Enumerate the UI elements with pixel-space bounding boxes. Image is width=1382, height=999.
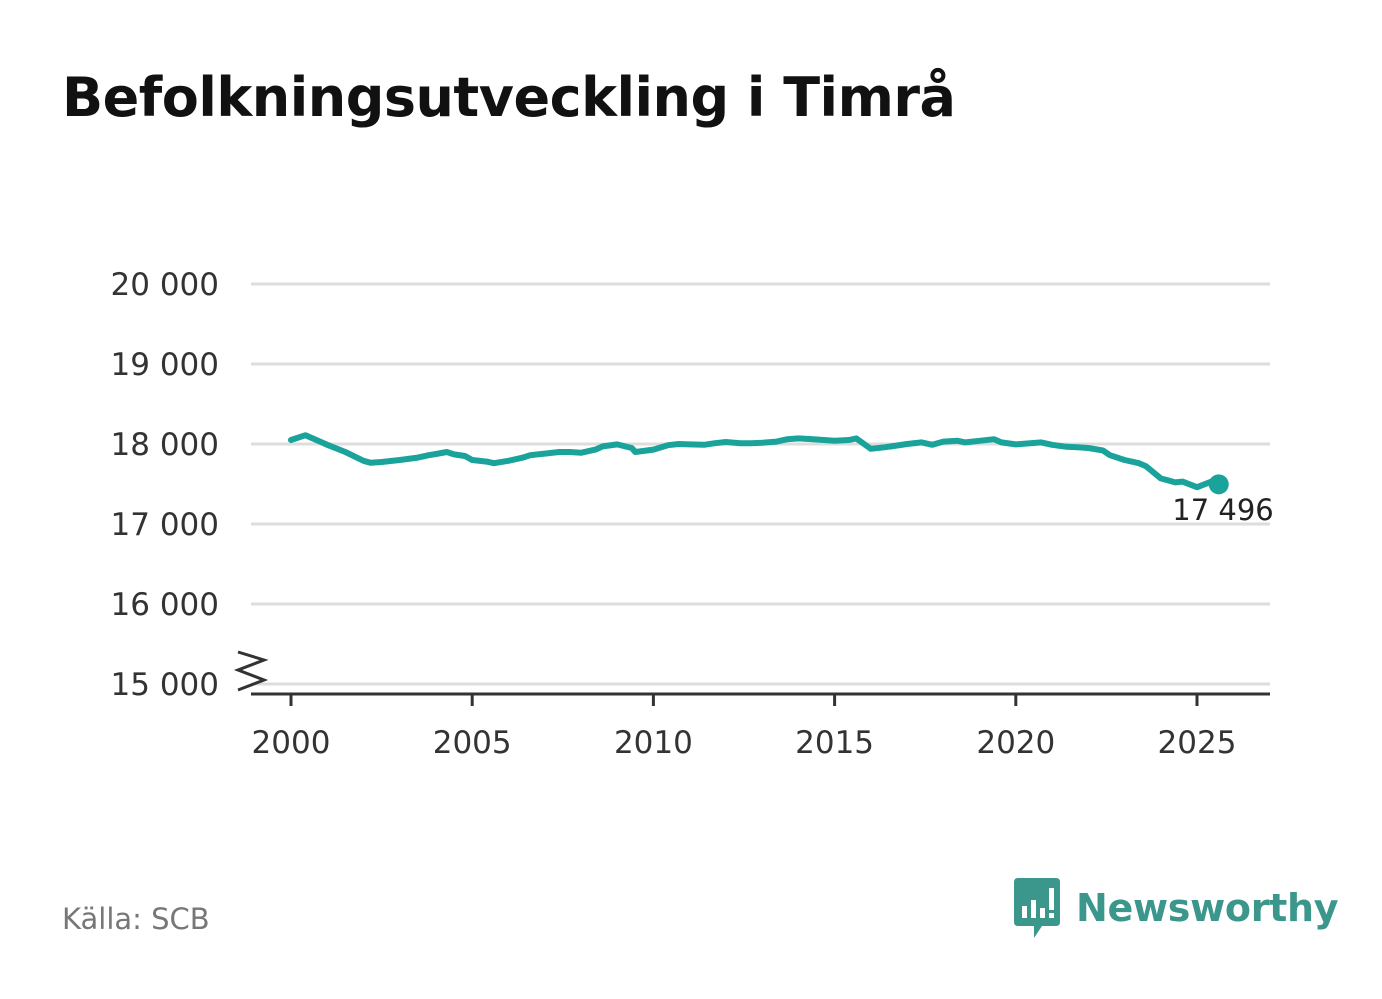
x-tick-label: 2010 bbox=[614, 725, 693, 761]
brand-name: Newsworthy bbox=[1076, 886, 1339, 930]
y-tick-label: 20 000 bbox=[111, 267, 219, 303]
source-note: Källa: SCB bbox=[62, 902, 210, 936]
y-tick-label: 16 000 bbox=[111, 587, 219, 623]
series-line bbox=[288, 432, 1222, 491]
x-tick-label: 2015 bbox=[795, 725, 874, 761]
chart-title: Befolkningsutveckling i Timrå bbox=[62, 66, 956, 129]
last-value-label: 17 496 bbox=[1172, 493, 1273, 527]
axis-break-icon bbox=[233, 650, 269, 692]
y-tick-label: 15 000 bbox=[111, 667, 219, 703]
brand-logo: Newsworthy bbox=[1012, 878, 1339, 938]
last-value-point bbox=[1208, 474, 1229, 495]
x-axis-ticks: 2000 2005 2010 2015 2020 2025 bbox=[252, 694, 1237, 761]
newsworthy-logo-icon bbox=[1014, 878, 1060, 938]
y-tick-label: 18 000 bbox=[111, 427, 219, 463]
x-tick-label: 2025 bbox=[1158, 725, 1237, 761]
y-axis-ticks: 15 000 16 000 17 000 18 000 19 000 20 000 bbox=[111, 267, 219, 703]
y-tick-label: 19 000 bbox=[111, 347, 219, 383]
x-tick-label: 2005 bbox=[433, 725, 512, 761]
x-tick-label: 2020 bbox=[976, 725, 1055, 761]
gridlines bbox=[251, 282, 1270, 686]
x-tick-label: 2000 bbox=[252, 725, 331, 761]
y-tick-label: 17 000 bbox=[111, 507, 219, 543]
series-group bbox=[288, 432, 1229, 495]
